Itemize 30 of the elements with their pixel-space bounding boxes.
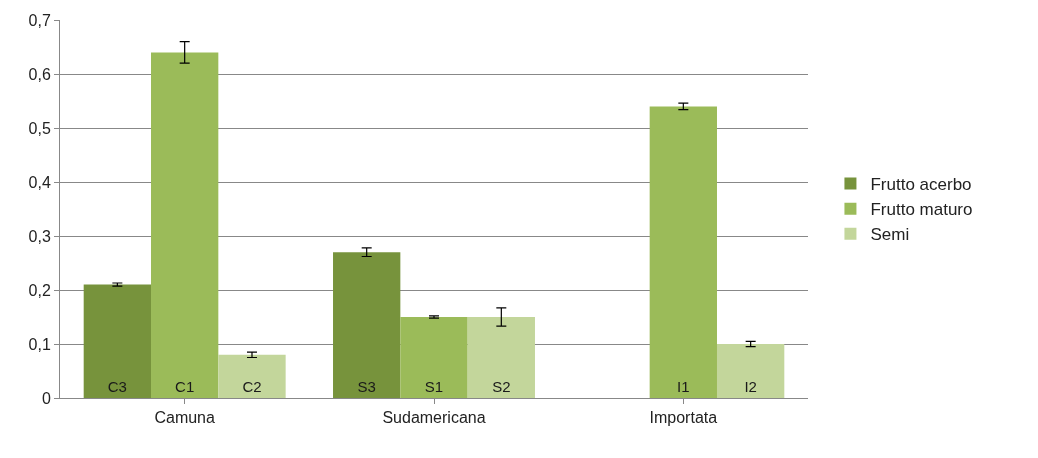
legend-label: Frutto maturo [870, 200, 973, 220]
bar [400, 317, 468, 398]
legend-label: Semi [870, 225, 910, 245]
legend-label: Frutto acerbo [870, 175, 972, 195]
data-label: C3 [107, 378, 127, 395]
x-tick-label: Importata [649, 409, 718, 427]
data-label: S3 [357, 378, 376, 395]
y-tick-label: 0,5 [28, 119, 51, 137]
bar [716, 344, 785, 398]
x-tick-label: Camuna [154, 409, 216, 427]
data-label: C2 [242, 378, 262, 395]
y-tick-label: 0,2 [28, 281, 51, 299]
bar [649, 106, 717, 398]
data-label: S2 [492, 378, 511, 395]
x-tick-label: Sudamericana [382, 409, 486, 427]
y-tick-label: 0,4 [28, 173, 51, 191]
bar [151, 52, 219, 398]
data-label: C1 [175, 378, 195, 395]
y-tick-label: 0,6 [28, 65, 51, 83]
bar [467, 317, 535, 398]
data-label: I2 [744, 378, 757, 395]
data-label: S1 [424, 378, 444, 395]
y-tick-label: 0 [41, 389, 51, 407]
y-tick-label: 0,1 [28, 335, 51, 353]
y-tick-label: 0,3 [28, 227, 51, 245]
bar [83, 284, 152, 398]
bar [333, 252, 401, 398]
y-tick-label: 0,7 [28, 11, 51, 29]
bar [218, 354, 286, 398]
data-label: I1 [677, 378, 690, 395]
